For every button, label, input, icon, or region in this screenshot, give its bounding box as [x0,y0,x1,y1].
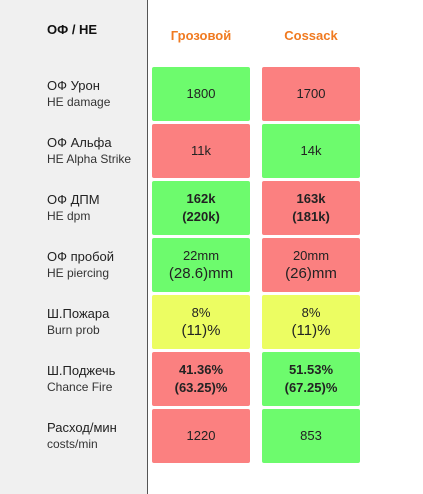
cell-text: 1700 [296,86,326,101]
cell-text: 163k [296,191,326,206]
cell-text: 8% [301,305,321,320]
label-ru: Ш.Пожара [47,306,110,321]
value-cell: 1800 [152,67,250,121]
label-ru: Расход/мин [47,420,117,435]
cell-text: (63.25)% [174,380,228,395]
cell-text: 22mm [182,248,220,263]
column-header: Грозовой [170,28,232,43]
label-ru: ОФ ДПМ [47,192,100,207]
cell-text: 1220 [186,428,216,443]
label-ru: Ш.Поджечь [47,363,116,378]
row-label: ОФ ДПМ HE dpm [47,192,100,224]
cell-text: (181k) [292,209,330,224]
value-cell: 51.53% (67.25)% [262,352,360,406]
divider [147,0,148,494]
cell-text: 1800 [186,86,216,101]
cell-text: (67.25)% [284,380,338,395]
row-label: ОФ Урон HE damage [47,78,110,110]
value-cell: 20mm (26)mm [262,238,360,292]
cell-text: (26)mm [285,265,337,282]
value-cell: 1700 [262,67,360,121]
cell-text: 14k [300,143,322,158]
row-label: Расход/мин costs/min [47,420,117,452]
value-cell: 8% (11)% [262,295,360,349]
value-cell: 1220 [152,409,250,463]
cell-text: 8% [191,305,211,320]
label-ru: ОФ Альфа [47,135,112,150]
cell-text: 162k [186,191,216,206]
label-column [0,0,147,494]
column-header: Cossack [284,28,338,43]
label-en: Burn prob [47,323,100,337]
row-label: ОФ пробой HE piercing [47,249,114,281]
cell-text: (28.6)mm [168,265,234,282]
value-cell: 163k (181k) [262,181,360,235]
cell-text: 41.36% [178,362,224,377]
row-label: ОФ Альфа HE Alpha Strike [47,135,131,167]
label-en: costs/min [47,437,98,451]
label-en: HE piercing [47,266,110,280]
table-title: ОФ / НЕ [47,22,98,37]
label-en: HE damage [47,95,111,109]
value-cell: 162k (220k) [152,181,250,235]
cell-text: 20mm [292,248,330,263]
value-cell: 22mm (28.6)mm [152,238,250,292]
value-cell: 14k [262,124,360,178]
label-ru: ОФ пробой [47,249,115,264]
label-en: Chance Fire [47,380,113,394]
label-en: HE Alpha Strike [47,152,132,166]
cell-text: (220k) [182,209,220,224]
label-en: HE dpm [47,209,91,223]
value-cell: 41.36% (63.25)% [152,352,250,406]
row-label: Ш.Поджечь Chance Fire [47,363,115,395]
cell-text: (11)% [291,322,331,339]
value-cell: 8% (11)% [152,295,250,349]
cell-text: 11k [191,143,211,158]
cell-text: 51.53% [288,362,334,377]
row-label: Ш.Пожара Burn prob [47,306,109,338]
cell-text: 853 [300,428,322,443]
value-cell: 853 [262,409,360,463]
value-cell: 11k [152,124,250,178]
label-ru: ОФ Урон [47,78,100,93]
cell-text: (11)% [181,322,221,339]
